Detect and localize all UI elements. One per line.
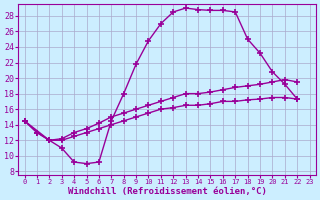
X-axis label: Windchill (Refroidissement éolien,°C): Windchill (Refroidissement éolien,°C): [68, 187, 267, 196]
